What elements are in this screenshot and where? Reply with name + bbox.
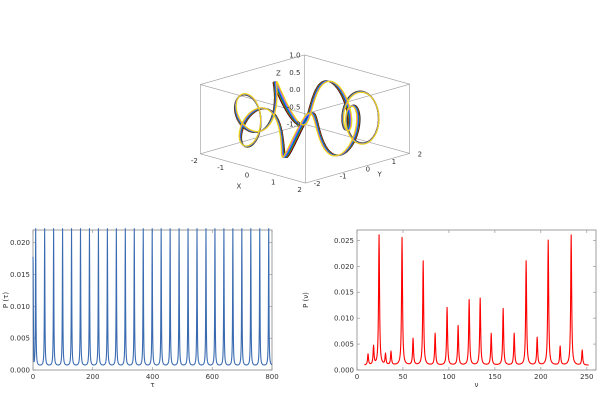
y-tick-label: 2 bbox=[418, 150, 422, 158]
ptau-y-tick-label: 0.005 bbox=[10, 335, 30, 343]
p-tau-svg: 0 200 400 600 800 0.000 0.005 0.010 0.015 0.020 τ P… bbox=[2, 228, 279, 389]
p-tau-chart: 0 200 400 600 800 0.000 0.005 0.010 0.015 0.020 τ P… bbox=[0, 222, 300, 400]
z-tick-label: 1.0 bbox=[289, 51, 300, 59]
y-tick-label: -1 bbox=[340, 173, 347, 181]
ptau-x-tick-label: 0 bbox=[31, 373, 35, 381]
x-axis-label: X bbox=[237, 182, 242, 190]
box-edge bbox=[305, 153, 410, 184]
box-edge bbox=[304, 54, 410, 85]
pnu-x-tick-label: 250 bbox=[580, 373, 593, 381]
ptau-y-axis-label: P (τ) bbox=[2, 292, 10, 308]
ptau-x-tick-label: 800 bbox=[265, 373, 278, 381]
y-tick-label: -2 bbox=[314, 180, 321, 188]
z-tick-label: -0.5 bbox=[287, 103, 301, 111]
pnu-y-tick-label: 0.015 bbox=[334, 289, 354, 297]
z-axis-label: Z bbox=[276, 70, 281, 78]
torus-3d-svg: -2 -1 0 1 2 -2 -1 0 1 2 1.0 0.5 0.0 -0.5 -1.0 X Y Z bbox=[191, 51, 422, 194]
ptau-y-tick-label: 0.010 bbox=[10, 303, 30, 311]
z-tick-label: -1.0 bbox=[287, 121, 301, 129]
ptau-y-tick-label: 0.015 bbox=[10, 271, 30, 279]
z-tick-label: 0.5 bbox=[289, 69, 300, 77]
x-tick-label: -2 bbox=[191, 157, 198, 165]
pnu-x-tick-label: 50 bbox=[399, 373, 408, 381]
y-tick-label: 1 bbox=[392, 158, 396, 166]
pnu-series-line bbox=[364, 234, 589, 366]
ptau-x-tick-label: 200 bbox=[86, 373, 99, 381]
torus-3d-plot: -2 -1 0 1 2 -2 -1 0 1 2 1.0 0.5 0.0 -0.5 -1.0 X Y Z bbox=[140, 0, 460, 222]
pnu-x-axis-label: ν bbox=[475, 381, 479, 389]
y-axis-label: Y bbox=[376, 170, 382, 178]
box-edge bbox=[305, 83, 410, 115]
pnu-y-tick-label: 0.000 bbox=[334, 367, 354, 375]
pnu-y-tick-label: 0.025 bbox=[334, 237, 354, 245]
box-edge bbox=[200, 123, 305, 155]
pnu-x-tick-label: 100 bbox=[442, 373, 455, 381]
p-nu-svg: 0 50 100 150 200 250 0.000 0.005 0.010 0.015 0.020… bbox=[302, 229, 597, 389]
pnu-y-axis-label: P (ν) bbox=[302, 292, 310, 308]
ptau-x-axis-label: τ bbox=[150, 381, 154, 389]
y-tick-label: 0 bbox=[366, 165, 370, 173]
p-nu-chart: 0 50 100 150 200 250 0.000 0.005 0.010 0.015 0.020… bbox=[300, 222, 600, 400]
ptau-y-tick-label: 0.020 bbox=[10, 239, 30, 247]
ptau-x-tick-label: 400 bbox=[146, 373, 159, 381]
pnu-y-tick-label: 0.020 bbox=[334, 263, 354, 271]
x-tick-label: -1 bbox=[217, 164, 224, 172]
z-tick-label: 0.0 bbox=[289, 86, 300, 94]
box-edge bbox=[200, 153, 306, 184]
pnu-y-tick-label: 0.005 bbox=[334, 341, 354, 349]
x-tick-label: 2 bbox=[297, 186, 301, 194]
ptau-x-tick-label: 600 bbox=[206, 373, 219, 381]
ptau-y-tick-label: 0.000 bbox=[10, 367, 30, 375]
pnu-y-tick-label: 0.010 bbox=[334, 315, 354, 323]
trajectory-curve bbox=[235, 80, 380, 158]
pnu-x-tick-label: 150 bbox=[488, 373, 501, 381]
pnu-x-tick-label: 0 bbox=[355, 373, 359, 381]
x-tick-label: 1 bbox=[271, 179, 275, 187]
x-tick-label: 0 bbox=[245, 171, 249, 179]
box-edge bbox=[304, 123, 410, 154]
ptau-series-line bbox=[32, 228, 273, 366]
pnu-x-tick-label: 200 bbox=[534, 373, 547, 381]
pnu-frame bbox=[356, 229, 597, 371]
box-edge bbox=[200, 54, 305, 85]
